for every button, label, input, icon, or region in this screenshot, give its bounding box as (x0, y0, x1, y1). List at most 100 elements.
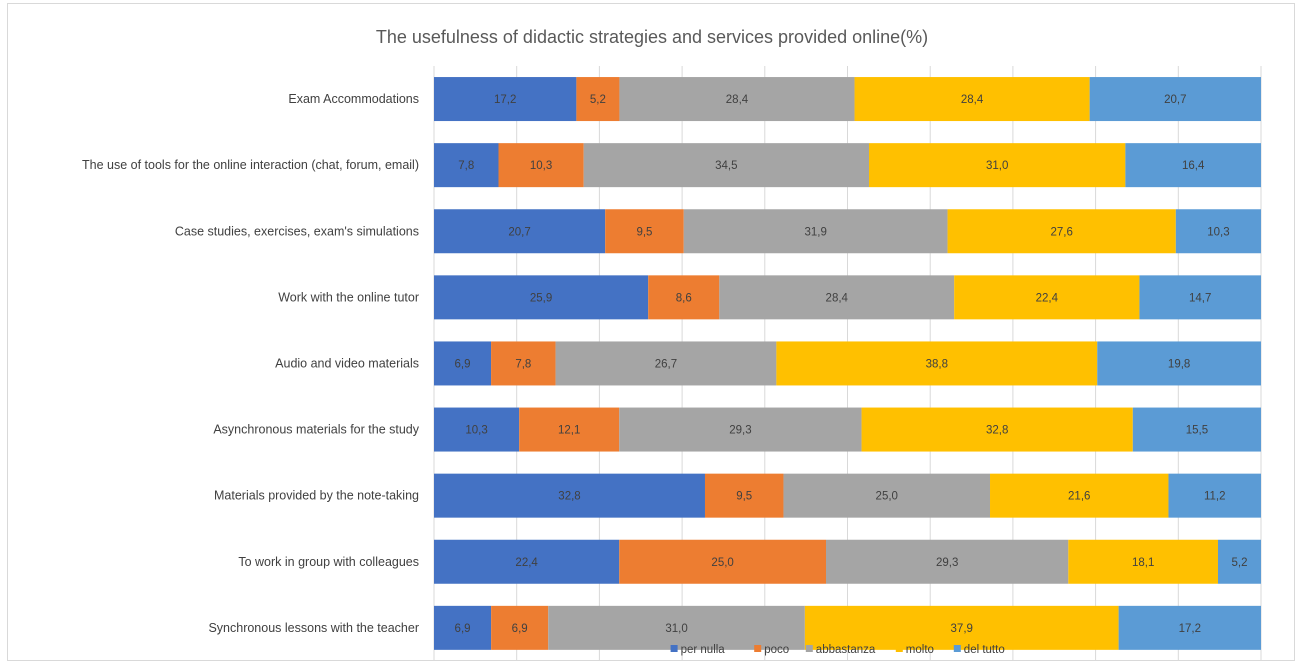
bar-segment (1175, 209, 1261, 254)
bar-segment (861, 407, 1133, 452)
bar-segment (434, 473, 705, 518)
data-label: 18,1 (1132, 557, 1154, 569)
bar-segment (825, 539, 1069, 584)
category-label: Case studies, exercises, exam's simulati… (175, 224, 419, 238)
data-label: 20,7 (1164, 94, 1186, 106)
bar-segment (1217, 539, 1261, 584)
bars: 17,2 5,2 28,4 28,4 20,7 7,8 10,3 34,5 31,0 16,4 20… (434, 77, 1261, 650)
data-label: 8,6 (676, 292, 692, 304)
bar-segment (990, 473, 1169, 518)
data-label: 29,3 (936, 557, 958, 569)
data-label: 38,8 (926, 358, 948, 370)
data-label: 22,4 (1036, 292, 1059, 304)
legend-swatch (895, 645, 903, 652)
data-label: 10,3 (465, 425, 487, 437)
data-label: 25,0 (876, 491, 898, 503)
bar-segment (954, 275, 1140, 320)
category-label: Work with the online tutor (278, 290, 419, 304)
category-label: Materials provided by the note-taking (214, 489, 419, 503)
data-label: 7,8 (458, 160, 474, 172)
category-label: The use of tools for the online interact… (82, 158, 419, 172)
data-label: 25,0 (711, 557, 733, 569)
bar-segment (683, 209, 948, 254)
bar-segment (434, 605, 492, 650)
bar-segment (1132, 407, 1261, 452)
data-label: 37,9 (951, 623, 973, 635)
legend-entry: poco (764, 644, 789, 656)
data-label: 22,4 (515, 557, 538, 569)
data-label: 32,8 (558, 491, 580, 503)
data-label: 29,3 (729, 425, 751, 437)
category-label: To work in group with colleagues (238, 555, 419, 569)
chart-svg: The usefulness of didactic strategies an… (82, 27, 1262, 661)
data-label: 26,7 (655, 358, 677, 370)
data-label: 20,7 (508, 226, 530, 238)
data-label: 19,8 (1168, 358, 1190, 370)
bar-segment (619, 77, 855, 122)
data-label: 25,9 (530, 292, 552, 304)
data-label: 27,6 (1050, 226, 1072, 238)
legend-entry: abbastanza (816, 644, 876, 656)
data-label: 21,6 (1068, 491, 1090, 503)
data-label: 11,2 (1204, 491, 1226, 503)
chart-frame: The usefulness of didactic strategies an… (7, 3, 1295, 661)
legend-swatch (805, 645, 813, 652)
data-label: 9,5 (636, 226, 652, 238)
data-label: 31,9 (804, 226, 826, 238)
data-label: 9,5 (736, 491, 752, 503)
data-label: 14,7 (1189, 292, 1211, 304)
category-label: Exam Accommodations (288, 92, 419, 106)
data-label: 10,3 (530, 160, 552, 172)
bar-segment (498, 143, 584, 188)
data-label: 16,4 (1182, 160, 1205, 172)
bar-segment (804, 605, 1119, 650)
bar-segment (491, 341, 556, 386)
bar-segment (1118, 605, 1261, 650)
data-label: 10,3 (1207, 226, 1229, 238)
bar-segment (783, 473, 991, 518)
data-label: 6,9 (455, 358, 471, 370)
bar-segment (434, 407, 520, 452)
bar-segment (619, 539, 826, 584)
category-label: Asynchronous materials for the study (213, 423, 419, 437)
legend: per nulla poco abbastanza molto del tutto (670, 644, 1005, 656)
bar-segment (719, 275, 955, 320)
data-label: 28,4 (961, 94, 984, 106)
bar-segment (583, 143, 870, 188)
legend-swatch (754, 645, 762, 652)
bar-segment (491, 605, 549, 650)
bar-segment (1089, 77, 1261, 122)
bar-segment (648, 275, 720, 320)
data-label: 31,0 (986, 160, 1008, 172)
data-label: 31,0 (665, 623, 687, 635)
bar-segment (434, 143, 499, 188)
category-label: Audio and video materials (275, 356, 419, 370)
data-label: 12,1 (558, 425, 580, 437)
category-labels: Exam Accommodations The use of tools for … (82, 92, 420, 635)
category-label: Synchronous lessons with the teacher (208, 621, 419, 635)
data-label: 34,5 (715, 160, 737, 172)
data-label: 28,4 (826, 292, 849, 304)
bar-segment (619, 407, 862, 452)
data-label: 17,2 (1179, 623, 1201, 635)
legend-swatch (953, 645, 961, 652)
data-label: 32,8 (986, 425, 1008, 437)
bar-segment (434, 539, 620, 584)
data-label: 28,4 (726, 94, 749, 106)
bar-segment (947, 209, 1176, 254)
bar-segment (434, 275, 649, 320)
bar-segment (519, 407, 620, 452)
bar-segment (1125, 143, 1261, 188)
data-label: 15,5 (1186, 425, 1208, 437)
data-label: 7,8 (515, 358, 531, 370)
bar-segment (576, 77, 620, 122)
data-label: 6,9 (512, 623, 528, 635)
bar-segment (605, 209, 684, 254)
legend-swatch (670, 645, 678, 652)
data-label: 17,2 (494, 94, 516, 106)
bar-segment (869, 143, 1126, 188)
bar-segment (434, 77, 577, 122)
legend-entry: molto (906, 644, 934, 656)
bar-segment (548, 605, 805, 650)
bar-segment (434, 209, 606, 254)
